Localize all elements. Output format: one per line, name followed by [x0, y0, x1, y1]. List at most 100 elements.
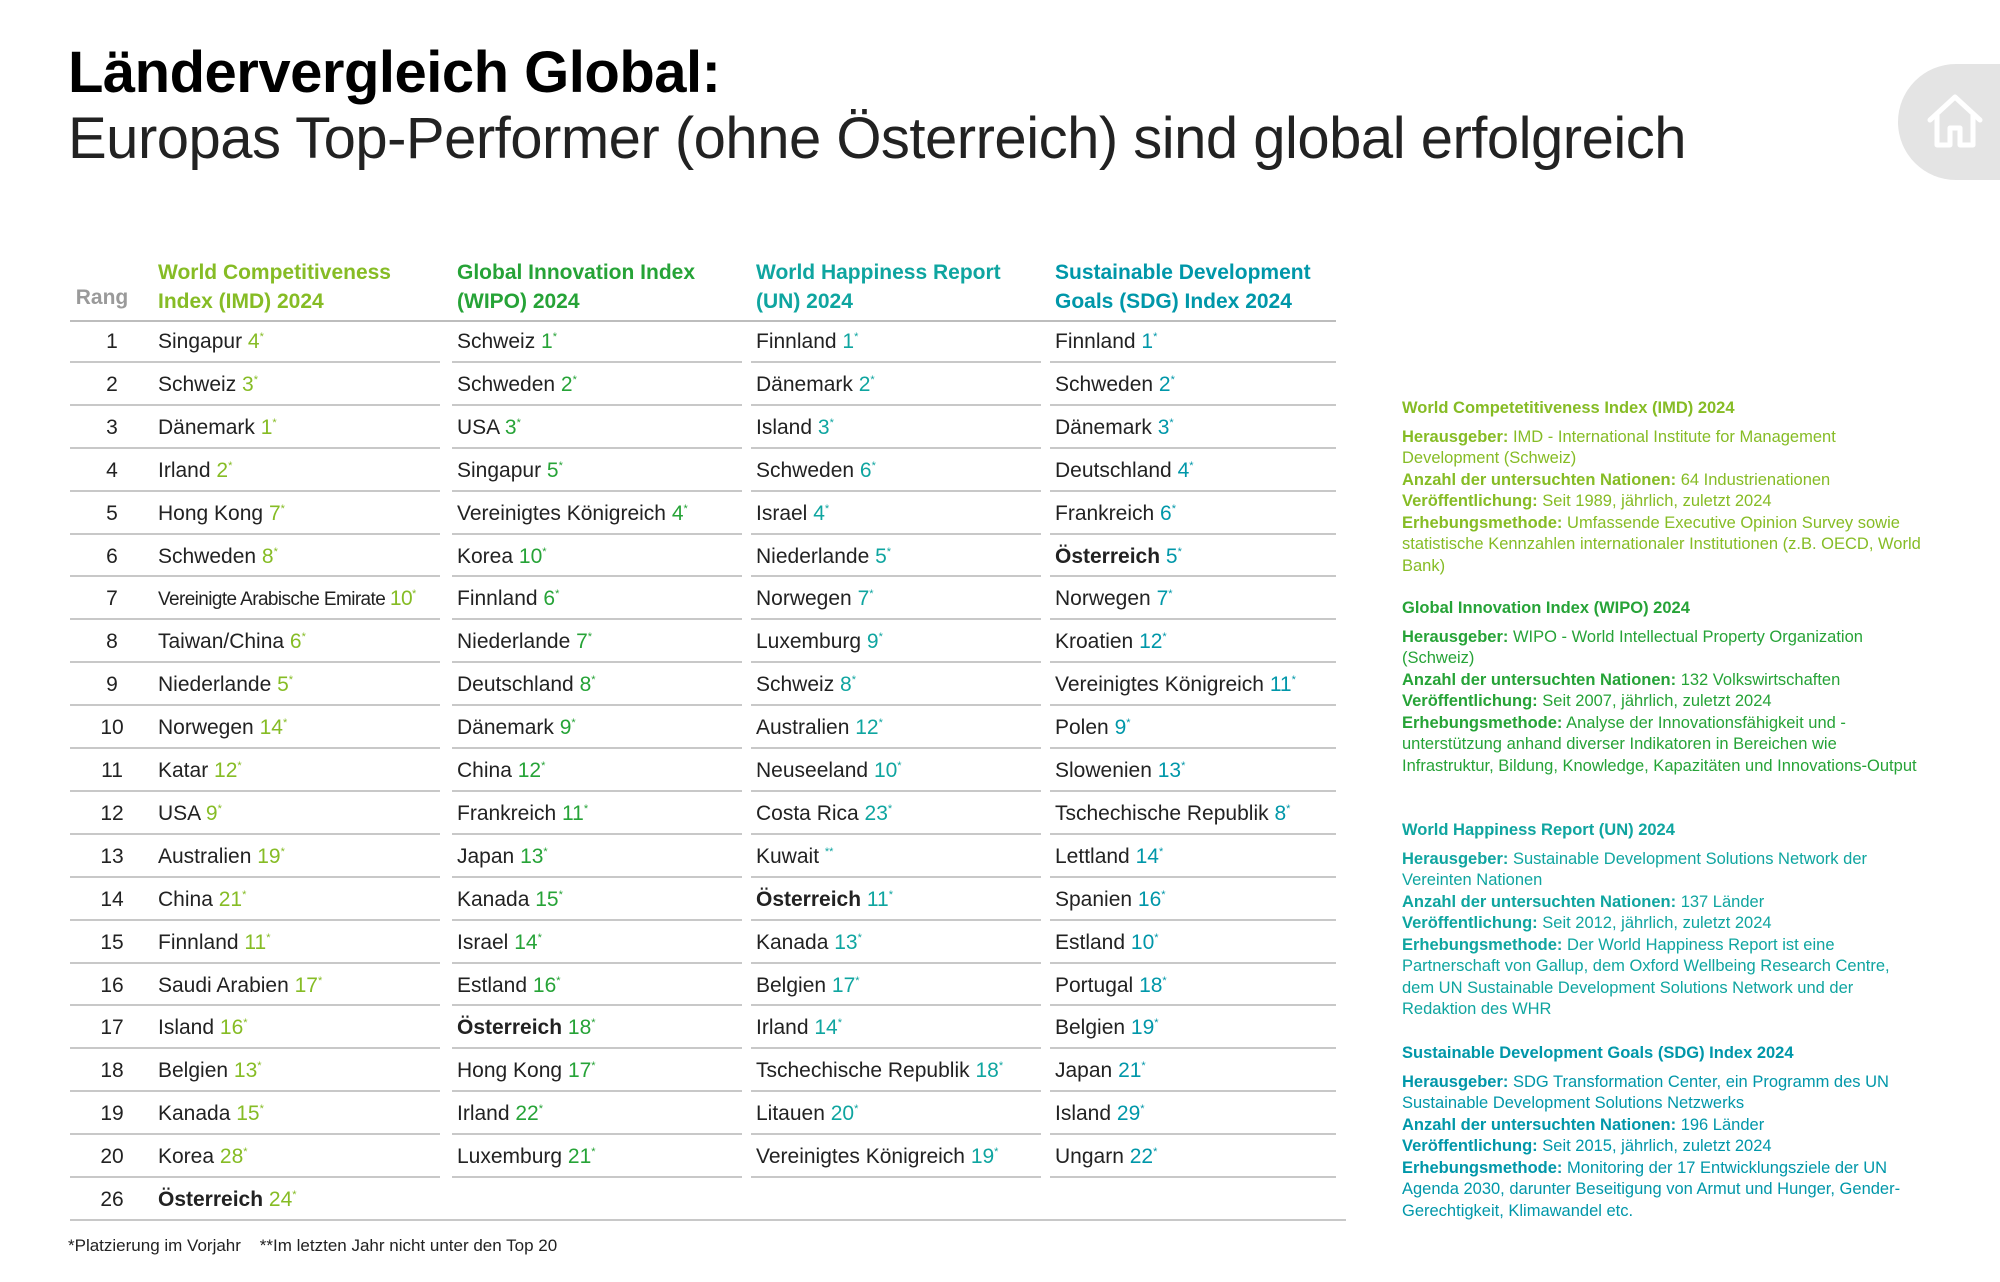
footnote-marker: * [591, 1060, 596, 1073]
country-name: Niederlande [756, 544, 870, 568]
row-divider [1050, 404, 1336, 406]
previous-rank: 18 [1139, 973, 1163, 997]
row-divider [751, 704, 1041, 706]
previous-rank: 11 [244, 930, 267, 954]
source-info-label: Veröffentlichung: [1402, 1137, 1538, 1155]
row-divider [70, 1090, 440, 1092]
previous-rank: 1 [541, 330, 553, 353]
row-divider [1050, 447, 1336, 449]
footnote-marker: * [243, 1146, 248, 1159]
row-divider [751, 490, 1041, 492]
row-divider [70, 747, 440, 749]
row-divider [751, 1176, 1041, 1178]
ranking-entry: Irland 2* [158, 459, 232, 483]
footnote-marker: * [994, 1146, 999, 1159]
country-name: Schweden [158, 544, 257, 568]
country-name: Belgien [1055, 1016, 1126, 1040]
home-button[interactable] [1898, 64, 2000, 180]
previous-rank: 7 [268, 501, 281, 525]
ranking-entry: Ungarn 22* [1055, 1145, 1157, 1169]
footnote-marker: * [1161, 888, 1166, 901]
ranking-entry: Korea 10* [457, 545, 547, 569]
previous-rank: 9 [205, 801, 218, 825]
column-header-line: World Happiness Report [756, 261, 1001, 284]
ranking-entry: Dänemark 2* [756, 373, 875, 397]
country-name: China [158, 887, 213, 911]
previous-rank: 5 [277, 673, 289, 697]
rank-number: 18 [100, 1059, 124, 1083]
footnote-marker: * [897, 760, 902, 772]
footnote-marker: * [1126, 717, 1131, 730]
row-divider [751, 1133, 1041, 1135]
ranking-entry: Israel 4* [756, 502, 829, 526]
country-name: Norwegen [756, 587, 852, 611]
source-info-value: Sustainable Development Solutions Networ… [1402, 849, 1867, 890]
source-info-row: Veröffentlichung: Seit 1989, jährlich, z… [1402, 491, 1922, 513]
ranking-entry: Finnland 6* [457, 587, 559, 611]
ranking-entry: Finnland 1* [756, 330, 858, 354]
row-divider [452, 618, 742, 620]
footnote-marker: * [317, 974, 323, 987]
ranking-entry: Schweiz 1* [457, 330, 557, 354]
source-info-value: Seit 1989, jährlich, zuletzt 2024 [1537, 492, 1772, 510]
previous-rank: 11 [1269, 673, 1292, 697]
rank-number: 20 [100, 1145, 124, 1169]
ranking-entry: Singapur 5* [457, 459, 563, 483]
previous-rank: 4 [813, 501, 825, 525]
footnote-marker: * [887, 802, 893, 815]
row-divider [1050, 1004, 1336, 1006]
source-info-label: Herausgeber: [1402, 427, 1509, 446]
row-divider [70, 1176, 440, 1178]
previous-rank: 12 [1139, 630, 1163, 654]
country-name: Spanien [1055, 887, 1133, 911]
row-divider [452, 704, 742, 706]
footnote-marker: * [1170, 373, 1175, 386]
row-divider [70, 1004, 440, 1006]
source-info-label: Anzahl der untersuchten Nationen: [1402, 470, 1677, 489]
source-info-row: Erhebungsmethode: Umfassende Executive O… [1402, 513, 1922, 578]
source-info-block: World Competetitiveness Index (IMD) 2024… [1402, 398, 1922, 577]
row-divider [70, 876, 440, 878]
previous-rank: 10 [1130, 930, 1155, 954]
previous-rank: 12 [855, 716, 879, 740]
footnote-marker: * [537, 931, 542, 944]
rank-number: 6 [106, 544, 118, 568]
source-info-row: Anzahl der untersuchten Nationen: 64 Ind… [1402, 470, 1922, 492]
country-name: Singapur [158, 330, 243, 353]
previous-rank: 8 [261, 544, 274, 568]
ranking-entry: Japan 13* [457, 845, 548, 869]
previous-rank: 24 [268, 1188, 293, 1211]
previous-rank: 3 [817, 415, 830, 439]
footnote-marker: * [558, 888, 563, 901]
country-name: Katar [158, 759, 209, 782]
ranking-entry: Kuwait ** [756, 845, 833, 869]
row-divider [751, 404, 1041, 406]
ranking-entry: Spanien 16* [1055, 888, 1166, 912]
row-divider [70, 533, 440, 535]
footnote-marker: * [572, 373, 577, 386]
ranking-entry: Island 3* [756, 416, 834, 440]
ranking-entry: Tschechische Republik 8* [1055, 802, 1290, 826]
ranking-entry: Vereinigtes Königreich 19* [756, 1145, 998, 1169]
previous-rank: 17 [294, 973, 318, 997]
row-divider [1050, 1090, 1336, 1092]
ranking-entry: Irland 22* [457, 1102, 543, 1126]
rank-number: 5 [106, 501, 118, 525]
footnote-marker: * [878, 717, 883, 730]
footnote-marker: * [998, 1060, 1004, 1073]
source-info-label: Erhebungsmethode: [1402, 513, 1563, 532]
row-divider [751, 833, 1041, 835]
ranking-entry: China 21* [158, 888, 246, 912]
country-name: Finnland [457, 587, 538, 611]
footnote-marker: ** [824, 845, 834, 858]
column-header: Sustainable Development Goals (SDG) Index… [1055, 258, 1311, 316]
footnote-marker: * [1171, 502, 1177, 515]
column-header: World Happiness Report (UN) 2024 [756, 258, 1001, 316]
source-info-label: Herausgeber: [1402, 849, 1509, 868]
country-name: Island [756, 415, 813, 439]
page-title: Ländervergleich Global: [68, 40, 721, 105]
country-name: Belgien [158, 1059, 229, 1083]
ranking-entry: Costa Rica 23* [756, 802, 892, 826]
ranking-entry: Belgien 13* [158, 1059, 262, 1083]
source-info-title: World Competetitiveness Index (IMD) 2024 [1402, 399, 1735, 417]
